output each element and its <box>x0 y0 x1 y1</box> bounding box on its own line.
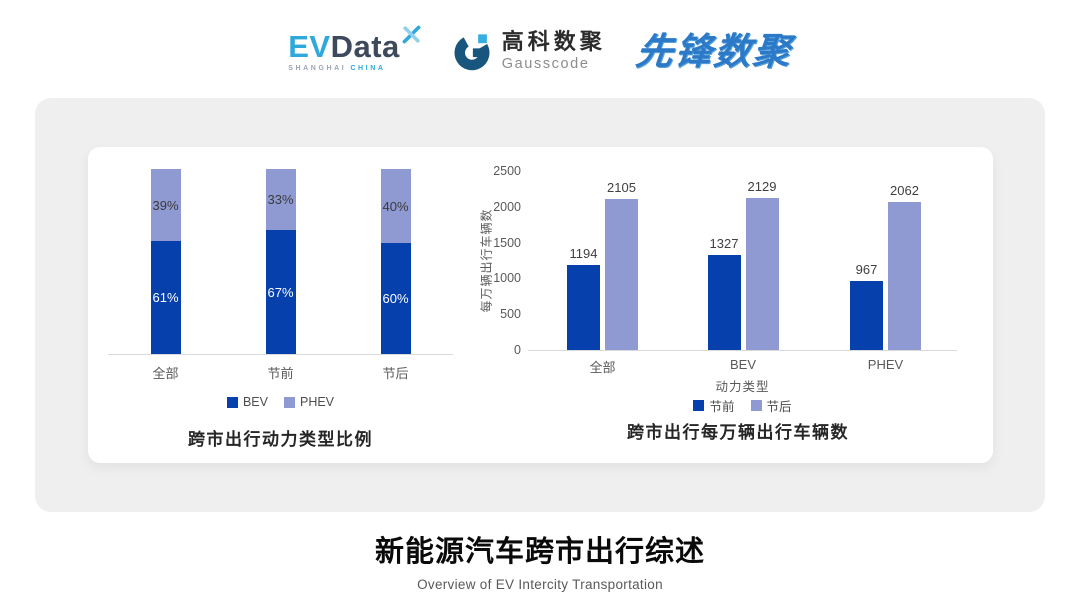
evdata-tagline: SHANGHAI CHINA <box>288 65 385 72</box>
phev-percent-label: 33% <box>267 192 294 208</box>
stacked-legend: BEV PHEV <box>108 395 453 409</box>
x-axis-title: 动力类型 <box>715 380 770 394</box>
pre-holiday-bar <box>567 264 600 350</box>
value-label: 2105 <box>607 180 636 196</box>
header-logos: EV Data SHANGHAI CHINA 高科数聚 Gausscode <box>0 18 1080 84</box>
page-title: 新能源汽车跨市出行综述 <box>374 536 705 568</box>
legend-label: BEV <box>242 395 268 409</box>
charts-card: 39% 61% 33% 67% 40% 60% 全部 节前 节后 BEV PHEV 跨市出行动力… <box>88 147 993 463</box>
y-tick-label: 1500 <box>493 235 521 250</box>
legend-swatch <box>226 396 238 408</box>
legend-item: PHEV <box>283 395 335 409</box>
value-label: 2062 <box>890 183 919 199</box>
stacked-x-axis-labels: 全部 节前 节后 <box>108 363 453 382</box>
legend-label: 节后 <box>766 400 792 414</box>
legend-item: 节前 <box>693 396 735 415</box>
category-label: 节后 <box>382 366 409 381</box>
y-axis-title: 每万辆出行车辆数 <box>479 208 494 313</box>
page-subtitle: Overview of EV Intercity Transportation <box>417 577 663 592</box>
category-label: PHEV <box>867 357 904 372</box>
bev-segment: 61% <box>150 241 181 354</box>
trips-per-10k-chart: 每万辆出行车辆数 0 500 1000 1500 2000 2500 1194 2105 全部… <box>473 147 978 463</box>
y-tick-label: 2000 <box>493 199 521 214</box>
bev-percent-label: 60% <box>382 291 409 306</box>
pre-holiday-bar <box>850 280 883 350</box>
grouped-plot-area: 1194 2105 全部 1327 2129 BEV 967 2062 PHEV <box>528 172 957 375</box>
bev-segment: 60% <box>380 243 411 354</box>
legend-swatch <box>693 400 705 411</box>
y-tick-label: 0 <box>514 343 521 357</box>
evdata-data-text: Data <box>330 28 400 64</box>
y-tick-label: 2500 <box>493 164 521 178</box>
stacked-bar-slot: 40% 60% <box>338 169 453 354</box>
gausscode-cn-name: 高科数聚 <box>501 29 606 55</box>
legend-item: 节后 <box>750 396 792 415</box>
grouped-legend: 节前 节后 <box>528 396 957 415</box>
value-label: 1327 <box>709 236 739 251</box>
legend-item: BEV <box>226 395 268 409</box>
category-label: BEV <box>729 357 756 372</box>
stacked-bar-slot: 39% 61% <box>108 169 223 354</box>
y-tick-label: 1000 <box>493 271 521 286</box>
sparkle-icon <box>402 25 421 43</box>
value-label: 1194 <box>569 245 598 261</box>
post-holiday-bar <box>888 202 921 350</box>
phev-percent-label: 39% <box>152 197 179 213</box>
pre-holiday-bar <box>707 255 741 350</box>
power-type-ratio-chart: 39% 61% 33% 67% 40% 60% 全部 节前 节后 BEV PHEV 跨市出行动力… <box>108 169 453 450</box>
value-label: 967 <box>855 261 878 277</box>
evdata-china-text: CHINA <box>350 64 386 72</box>
evdata-wordmark: EV Data <box>288 25 421 64</box>
phev-segment: 39% <box>150 169 181 242</box>
post-holiday-bar <box>745 197 779 350</box>
phev-segment: 33% <box>265 169 296 231</box>
value-label: 2129 <box>747 178 777 194</box>
phev-percent-label: 40% <box>382 198 409 214</box>
gausscode-logo: 高科数聚 Gausscode <box>451 30 606 72</box>
post-holiday-bar <box>605 199 638 350</box>
evdata-ev-text: EV <box>288 28 331 64</box>
gausscode-en-name: Gausscode <box>501 55 590 72</box>
evdata-logo: EV Data SHANGHAI CHINA <box>288 25 421 72</box>
bev-segment: 67% <box>265 230 296 354</box>
legend-swatch <box>750 400 762 411</box>
stacked-bar: 39% 61% <box>150 169 181 354</box>
footer: 新能源汽车跨市出行综述 Overview of EV Intercity Tra… <box>0 528 1080 592</box>
phev-segment: 40% <box>380 169 411 243</box>
category-label: 全部 <box>152 366 179 381</box>
stacked-bar-slot: 33% 67% <box>223 169 338 354</box>
stacked-plot-area: 39% 61% 33% 67% 40% 60% <box>108 169 453 355</box>
legend-label: PHEV <box>299 395 335 409</box>
grouped-chart-title: 跨市出行每万辆出行车辆数 <box>627 423 849 442</box>
bev-percent-label: 67% <box>267 284 294 300</box>
legend-swatch <box>283 396 295 408</box>
pioneer-data-logo: 先锋数聚 <box>633 30 794 72</box>
y-tick-label: 500 <box>500 307 521 322</box>
gausscode-g-icon <box>454 34 490 71</box>
stacked-chart-title: 跨市出行动力类型比例 <box>188 430 373 449</box>
stacked-bar: 33% 67% <box>265 169 296 354</box>
gausscode-text: 高科数聚 Gausscode <box>501 29 606 72</box>
evdata-shanghai-text: SHANGHAI <box>288 64 347 72</box>
content-panel: 39% 61% 33% 67% 40% 60% 全部 节前 节后 BEV PHEV 跨市出行动力… <box>35 98 1045 512</box>
category-label: 节前 <box>267 366 294 381</box>
bev-percent-label: 61% <box>152 290 179 306</box>
legend-label: 节前 <box>709 400 735 414</box>
category-label: 全部 <box>589 360 616 375</box>
stacked-bar: 40% 60% <box>380 169 411 354</box>
